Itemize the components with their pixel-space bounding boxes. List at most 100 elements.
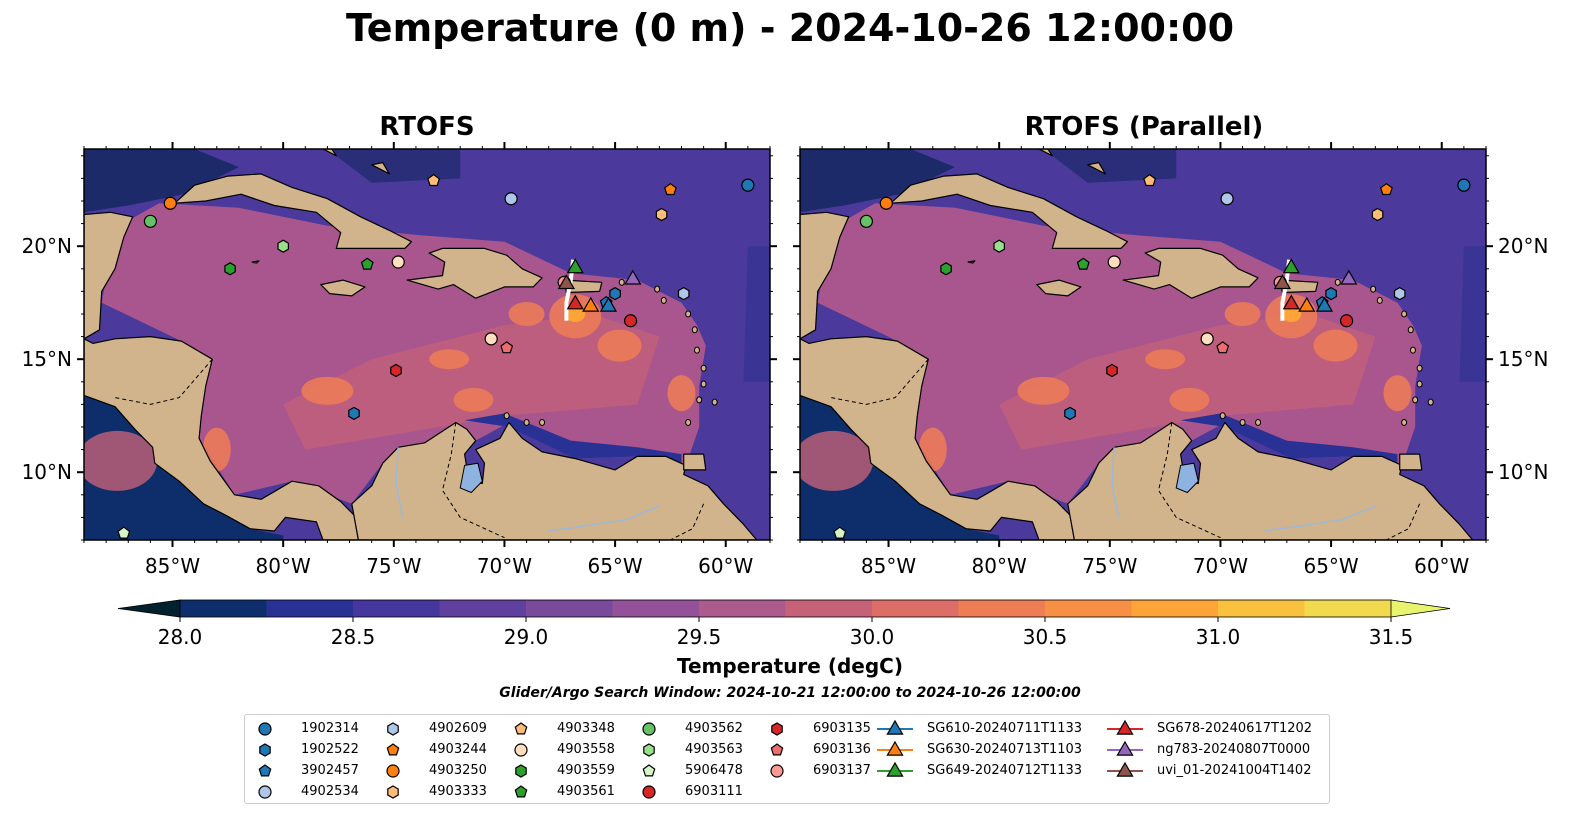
bahamas-dark [327,149,461,183]
legend-label: 4903244 [429,742,487,757]
legend-marker-icon [387,785,399,799]
marker-6903111 [623,314,638,328]
land-trinidad [683,453,707,471]
marker-4902609 [677,286,690,301]
small-island [1416,380,1423,388]
bahamas-dark [1043,149,1177,183]
lon-tick-label: 70°W [1193,554,1248,578]
figure-title: Temperature (0 m) - 2024-10-26 12:00:00 [345,6,1235,50]
land-central [84,336,359,540]
colorbar-tick-label: 28.0 [158,625,203,649]
lon-tick-label: 80°W [256,554,311,578]
legend-label: 4903558 [557,742,615,757]
colorbar-segment [872,600,959,617]
small-island [1407,326,1414,334]
colorbar: 28.0 28.5 29.0 29.5 30.0 30.5 31.0 31.5 [117,599,1451,649]
small-island [618,278,625,286]
border-line [441,422,505,539]
small-island [523,418,530,426]
small-island [693,346,700,354]
legend-marker-icon [642,722,656,736]
marker-uvi_01-20241004T1402 [1273,274,1292,290]
marker-4903561 [360,257,374,270]
colorbar-frame [179,599,1392,618]
small-island [1416,364,1423,372]
legend-marker-icon [514,785,528,798]
colorbar-tick-label: 31.5 [1369,625,1414,649]
warm-eddy [597,329,642,362]
small-island [685,310,692,318]
small-island [1370,285,1377,293]
colorbar-tick-label: 30.5 [1023,625,1068,649]
legend-marker-icon [259,743,271,757]
lat-tick-label: 15°N [1498,347,1548,371]
warm-eddy [667,375,696,412]
legend-label: 6903111 [685,784,743,799]
small-island [1401,418,1408,426]
colorbar-segment [1218,600,1305,617]
land-cayman [251,260,260,264]
legend-marker-icon [386,743,400,756]
lake-maracaibo [459,462,483,494]
legend-symbol [771,722,783,736]
river-line [395,447,404,518]
atlantic-east [743,246,770,382]
colorbar-segment [439,600,527,617]
colorbar-segment [785,600,873,617]
legend-symbol [642,785,656,799]
marker-6903111 [1339,314,1354,328]
legend-symbol [514,743,528,757]
marker-4903559 [224,262,236,276]
land-southamerica [351,421,758,540]
lon-tick-label: 75°W [366,554,421,578]
legend-label: 5906478 [685,763,743,778]
marker-SG649-20240712T1133 [566,258,584,274]
marker-SG630-20240713T1103 [582,296,600,312]
marker-6903136 [1216,341,1230,354]
panel-title-right: RTOFS (Parallel) [1024,112,1264,142]
lon-tick-label: 60°W [698,554,753,578]
legend-label: 4903333 [429,784,487,799]
small-island [1376,296,1383,304]
land-bahamas1 [1038,149,1053,157]
legend-marker-icon [877,719,913,735]
colorbar-segment [612,600,700,617]
small-island [700,364,707,372]
marker-4903348 [427,173,441,187]
legend-symbol [387,722,399,736]
marker-ng783-20240807T0000 [1340,269,1358,285]
land-trinidad [1399,453,1423,471]
lat-tick-label: 20°N [1498,234,1548,258]
hot-spot [565,305,586,322]
lon-tick-label: 65°W [1303,554,1358,578]
small-island [1239,418,1246,426]
legend-marker-icon [1107,761,1143,777]
marker-1902522 [348,406,360,421]
marker-1902314 [1457,178,1471,192]
land-central [800,336,1076,540]
legend-label: 4903559 [557,763,615,778]
marker-4903244 [663,182,677,196]
marker-4902609 [1393,286,1406,301]
marker-4903563 [277,239,289,253]
warm-eddy [1145,349,1186,370]
marker-4902534 [504,192,518,206]
small-island [1427,398,1434,406]
legend-symbol [387,785,399,799]
pacific-water [800,395,1000,540]
marker-4903333 [1371,207,1384,222]
panel-title-left: RTOFS [379,112,475,142]
marker-uvi_01-20241004T1402 [557,274,576,290]
legend-marker-icon [514,743,528,757]
legend-marker-icon [1107,740,1143,756]
legend-symbol [770,743,784,756]
gulf-cool-water [84,149,239,213]
land-yucatan [84,149,134,340]
marker-5906478 [117,526,131,539]
lat-tick-label: 20°N [22,234,72,258]
legend-label: SG630-20240713T1103 [927,742,1083,757]
legend-marker-icon [770,764,784,778]
small-island [1412,396,1419,404]
legend-symbol [1116,740,1134,756]
